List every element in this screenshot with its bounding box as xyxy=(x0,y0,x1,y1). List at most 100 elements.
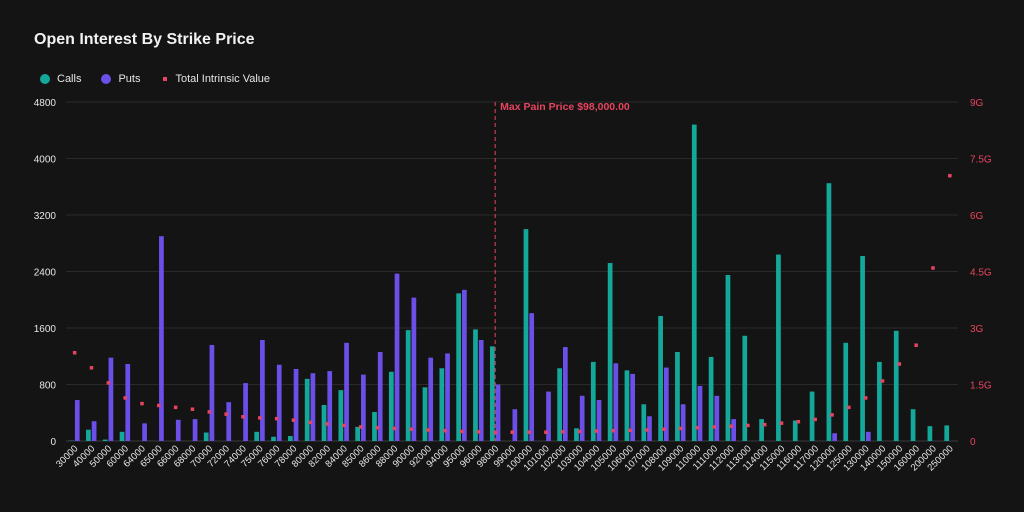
bar-calls xyxy=(590,361,596,441)
bar-puts xyxy=(276,364,282,441)
left-axis-ticks: 0 800 1600 2400 3200 4000 4800 xyxy=(34,98,57,448)
bar-puts xyxy=(377,352,383,441)
bar-puts xyxy=(832,433,837,441)
bar-calls xyxy=(102,439,108,441)
intrinsic-point xyxy=(123,396,127,400)
bar-puts xyxy=(462,289,467,441)
bar-puts xyxy=(142,423,147,441)
intrinsic-point xyxy=(813,417,817,422)
bar-calls xyxy=(439,368,445,441)
intrinsic-point xyxy=(308,420,313,425)
intrinsic-point xyxy=(359,425,363,429)
intrinsic-point xyxy=(426,428,430,432)
bar-puts xyxy=(579,395,585,441)
bar-calls xyxy=(641,404,647,441)
bar-calls xyxy=(304,378,310,441)
bar-calls xyxy=(422,387,428,441)
intrinsic-point xyxy=(89,366,94,370)
legend-item-puts[interactable]: Puts xyxy=(101,73,140,85)
intrinsic-point xyxy=(544,430,548,434)
right-axis-tick-label: 6G xyxy=(970,211,984,222)
intrinsic-point xyxy=(830,413,834,417)
intrinsic-point xyxy=(106,381,111,385)
intrinsic-point xyxy=(190,407,195,411)
bar-puts xyxy=(91,421,97,441)
left-axis-tick-label: 4000 xyxy=(34,155,57,166)
bar-calls xyxy=(271,436,276,441)
bar-calls xyxy=(759,419,764,441)
bar-calls xyxy=(254,431,260,441)
bar-puts xyxy=(714,395,720,441)
bars xyxy=(69,124,950,441)
bar-calls xyxy=(927,426,933,441)
intrinsic-point xyxy=(527,430,531,434)
bar-calls xyxy=(910,409,916,441)
legend: Calls Puts Total Intrinsic Value xyxy=(40,73,290,85)
bar-puts xyxy=(512,409,518,441)
right-axis-tick-label: 1.5G xyxy=(970,381,992,392)
bar-calls xyxy=(523,229,529,441)
bar-calls xyxy=(826,183,832,441)
bar-calls xyxy=(658,315,663,441)
bar-puts xyxy=(74,400,80,441)
bar-puts xyxy=(495,384,501,441)
intrinsic-swatch-icon xyxy=(163,77,168,81)
left-axis-tick-label: 0 xyxy=(50,437,56,448)
puts-swatch-icon xyxy=(101,74,112,84)
intrinsic-point xyxy=(661,427,666,431)
intrinsic-point xyxy=(628,428,632,433)
legend-item-calls[interactable]: Calls xyxy=(40,73,81,85)
bar-puts xyxy=(613,363,619,441)
bar-calls xyxy=(725,275,731,441)
intrinsic-point xyxy=(72,350,77,355)
bar-puts xyxy=(865,431,871,441)
bar-calls xyxy=(203,432,209,441)
intrinsic-point xyxy=(392,426,397,431)
bar-puts xyxy=(562,347,568,441)
bar-puts xyxy=(209,344,215,441)
bar-puts xyxy=(243,383,248,441)
bar-calls xyxy=(489,346,495,441)
intrinsic-point xyxy=(729,424,733,428)
bar-puts xyxy=(411,297,417,441)
bar-calls xyxy=(843,342,849,441)
bar-calls xyxy=(624,370,630,441)
bar-puts xyxy=(529,313,535,441)
intrinsic-point xyxy=(914,343,918,347)
intrinsic-point xyxy=(611,428,615,433)
intrinsic-point xyxy=(224,412,228,416)
left-axis-tick-label: 2400 xyxy=(34,268,57,279)
intrinsic-point xyxy=(560,430,565,434)
intrinsic-point xyxy=(577,429,582,434)
bar-calls xyxy=(607,263,613,441)
x-axis-ticks: 3000040000500006000064000650006600068000… xyxy=(54,443,956,473)
chart-title: Open Interest By Strike Price xyxy=(34,31,255,48)
intrinsic-point xyxy=(594,429,599,433)
right-axis-ticks: 0 1.5G 3G 4.5G 6G 7.5G 9G xyxy=(970,98,992,448)
bar-calls xyxy=(119,431,125,441)
left-axis-tick-label: 4800 xyxy=(34,98,57,109)
intrinsic-point xyxy=(476,430,481,434)
intrinsic-point xyxy=(847,405,851,410)
intrinsic-point xyxy=(863,396,868,400)
bar-puts xyxy=(731,419,737,441)
intrinsic-point xyxy=(645,428,649,432)
intrinsic-point xyxy=(140,401,144,406)
max-pain-label: Max Pain Price $98,000.00 xyxy=(500,101,630,113)
intrinsic-point xyxy=(375,425,380,430)
bar-puts xyxy=(361,374,366,441)
intrinsic-point xyxy=(796,419,801,424)
bar-puts xyxy=(125,364,131,441)
max-pain-annotation: Max Pain Price $98,000.00 xyxy=(494,101,630,441)
intrinsic-point xyxy=(746,423,750,428)
bar-puts xyxy=(394,273,400,441)
legend-item-intrinsic[interactable]: Total Intrinsic Value xyxy=(160,73,270,85)
intrinsic-point xyxy=(678,426,683,431)
bar-calls xyxy=(792,420,798,441)
bar-calls xyxy=(405,330,411,441)
bar-calls xyxy=(742,335,748,441)
bar-calls xyxy=(456,293,462,441)
left-axis-tick-label: 3200 xyxy=(34,211,57,222)
bar-calls xyxy=(338,390,344,441)
grid-lines xyxy=(66,101,958,442)
